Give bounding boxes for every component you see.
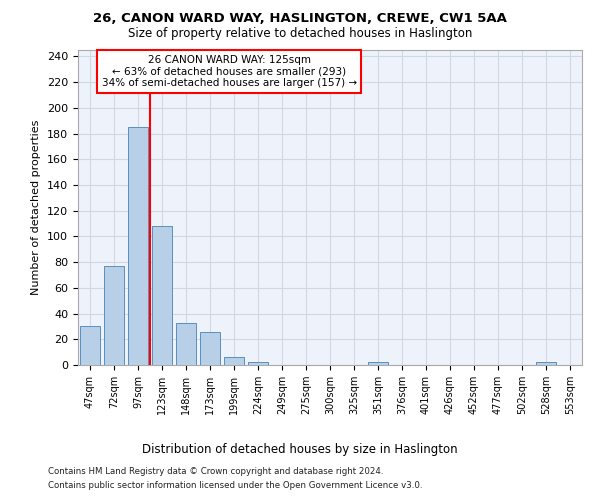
- Bar: [224, 358, 244, 365]
- Bar: [368, 362, 388, 365]
- Bar: [80, 326, 100, 365]
- Bar: [200, 332, 220, 365]
- Bar: [152, 226, 172, 365]
- Text: 26 CANON WARD WAY: 125sqm
← 63% of detached houses are smaller (293)
34% of semi: 26 CANON WARD WAY: 125sqm ← 63% of detac…: [101, 54, 357, 88]
- Bar: [248, 362, 268, 365]
- Bar: [128, 127, 148, 365]
- Text: Distribution of detached houses by size in Haslington: Distribution of detached houses by size …: [142, 442, 458, 456]
- Text: Contains HM Land Registry data © Crown copyright and database right 2024.: Contains HM Land Registry data © Crown c…: [48, 467, 383, 476]
- Bar: [104, 266, 124, 365]
- Text: Size of property relative to detached houses in Haslington: Size of property relative to detached ho…: [128, 28, 472, 40]
- Text: Contains public sector information licensed under the Open Government Licence v3: Contains public sector information licen…: [48, 481, 422, 490]
- Bar: [176, 322, 196, 365]
- Text: 26, CANON WARD WAY, HASLINGTON, CREWE, CW1 5AA: 26, CANON WARD WAY, HASLINGTON, CREWE, C…: [93, 12, 507, 26]
- Y-axis label: Number of detached properties: Number of detached properties: [31, 120, 41, 295]
- Bar: [536, 362, 556, 365]
